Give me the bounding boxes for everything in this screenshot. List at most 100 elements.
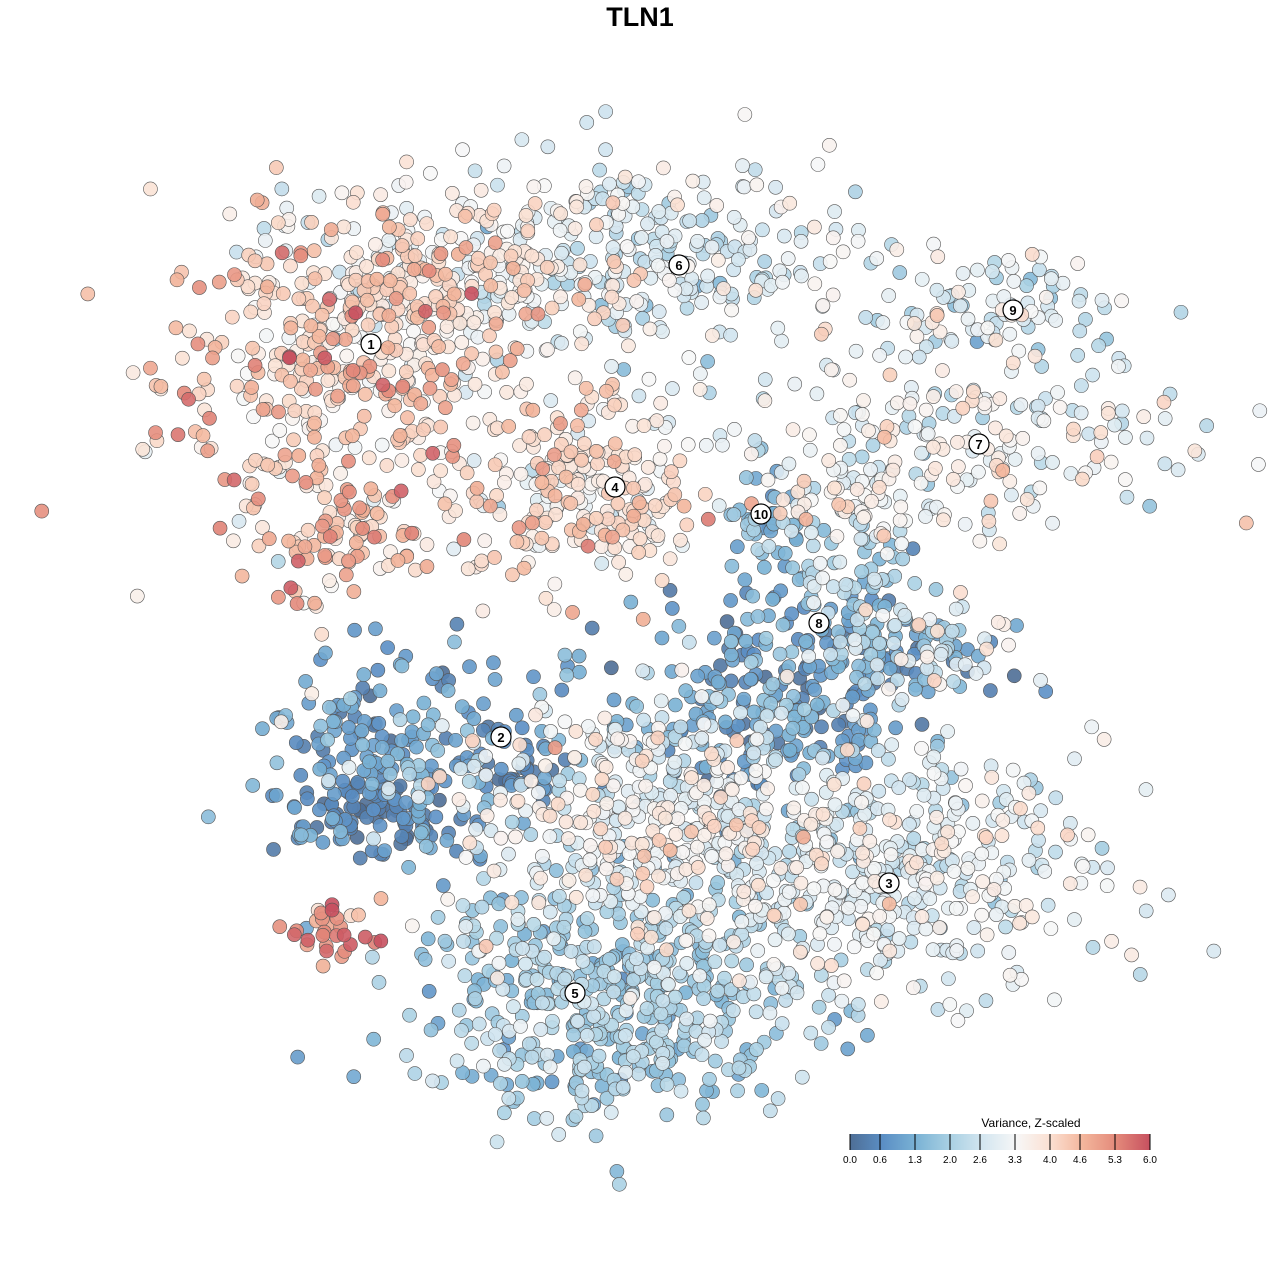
- data-point: [509, 707, 524, 723]
- data-point: [307, 271, 323, 287]
- data-point: [659, 234, 675, 249]
- data-point: [694, 689, 710, 704]
- data-point: [919, 339, 934, 355]
- data-point: [629, 699, 644, 714]
- data-point: [694, 213, 710, 228]
- data-point: [446, 286, 462, 302]
- data-point: [464, 1036, 479, 1051]
- data-point: [594, 772, 610, 787]
- data-point: [392, 712, 408, 727]
- data-point: [646, 960, 662, 975]
- data-point: [885, 462, 901, 478]
- data-point: [699, 911, 715, 926]
- data-point: [906, 831, 922, 846]
- data-point: [293, 248, 309, 264]
- data-point: [1013, 801, 1028, 816]
- data-point: [534, 475, 550, 490]
- data-point: [406, 262, 422, 277]
- data-point: [668, 826, 684, 842]
- data-point: [745, 841, 760, 857]
- data-point: [914, 445, 929, 461]
- data-point: [914, 741, 929, 756]
- data-point: [369, 271, 385, 287]
- data-point: [918, 509, 933, 524]
- data-point: [542, 904, 558, 920]
- data-point: [425, 1073, 440, 1089]
- data-point: [1084, 719, 1100, 735]
- data-point: [398, 795, 414, 810]
- data-point: [148, 425, 163, 440]
- data-point: [211, 274, 227, 290]
- data-point: [824, 958, 839, 973]
- data-point: [318, 645, 333, 661]
- data-point: [935, 363, 950, 378]
- data-point: [928, 461, 943, 476]
- data-point: [855, 917, 870, 932]
- data-point: [704, 239, 720, 255]
- cluster-label-text: 3: [885, 876, 892, 891]
- data-point: [872, 348, 887, 363]
- data-point: [433, 419, 448, 435]
- data-point: [970, 262, 985, 278]
- data-point: [755, 222, 770, 238]
- data-point: [250, 491, 266, 507]
- data-point: [527, 196, 543, 211]
- data-point: [454, 1023, 469, 1038]
- data-point: [984, 264, 1000, 279]
- data-point: [508, 829, 523, 845]
- data-point: [698, 438, 714, 453]
- data-point: [266, 842, 281, 857]
- data-point: [464, 286, 479, 301]
- data-point: [368, 621, 383, 637]
- data-point: [1013, 397, 1029, 413]
- data-point: [926, 389, 941, 404]
- data-point: [569, 199, 584, 215]
- data-point: [168, 320, 184, 336]
- data-point: [713, 789, 729, 805]
- data-point: [821, 1020, 836, 1035]
- data-point: [417, 952, 433, 967]
- data-point: [270, 554, 286, 569]
- data-point: [125, 365, 141, 380]
- data-point: [662, 583, 678, 598]
- data-point: [889, 242, 905, 257]
- data-point: [831, 717, 846, 733]
- data-point: [422, 381, 438, 396]
- data-point: [1187, 443, 1203, 459]
- data-point: [735, 158, 750, 173]
- data-point: [433, 463, 448, 479]
- data-point: [791, 767, 807, 782]
- data-point: [1045, 515, 1060, 531]
- data-point: [1206, 943, 1222, 959]
- legend-tick-label: 6.0: [1143, 1155, 1157, 1166]
- data-point: [1156, 394, 1172, 410]
- data-point: [866, 926, 881, 942]
- data-point: [537, 770, 552, 786]
- data-point: [804, 791, 819, 807]
- data-point: [290, 1049, 305, 1065]
- data-point: [815, 806, 831, 822]
- data-point: [510, 793, 526, 809]
- data-point: [636, 418, 652, 433]
- data-point: [822, 254, 838, 269]
- data-point: [611, 554, 626, 570]
- data-point: [1085, 367, 1100, 383]
- data-point: [724, 302, 739, 318]
- data-point: [1111, 359, 1126, 374]
- data-point: [731, 252, 746, 267]
- data-point: [738, 633, 754, 649]
- data-point: [850, 233, 866, 249]
- data-point: [678, 933, 694, 948]
- data-point: [222, 206, 238, 222]
- data-point: [814, 326, 829, 342]
- data-point: [646, 910, 662, 925]
- data-point: [730, 718, 746, 733]
- legend-tick-label: 5.3: [1108, 1155, 1122, 1166]
- data-point: [974, 907, 990, 923]
- data-point: [458, 240, 474, 255]
- data-point: [723, 647, 739, 663]
- data-point: [259, 256, 275, 272]
- data-point: [772, 506, 788, 521]
- data-point: [354, 723, 370, 738]
- data-point: [599, 861, 614, 877]
